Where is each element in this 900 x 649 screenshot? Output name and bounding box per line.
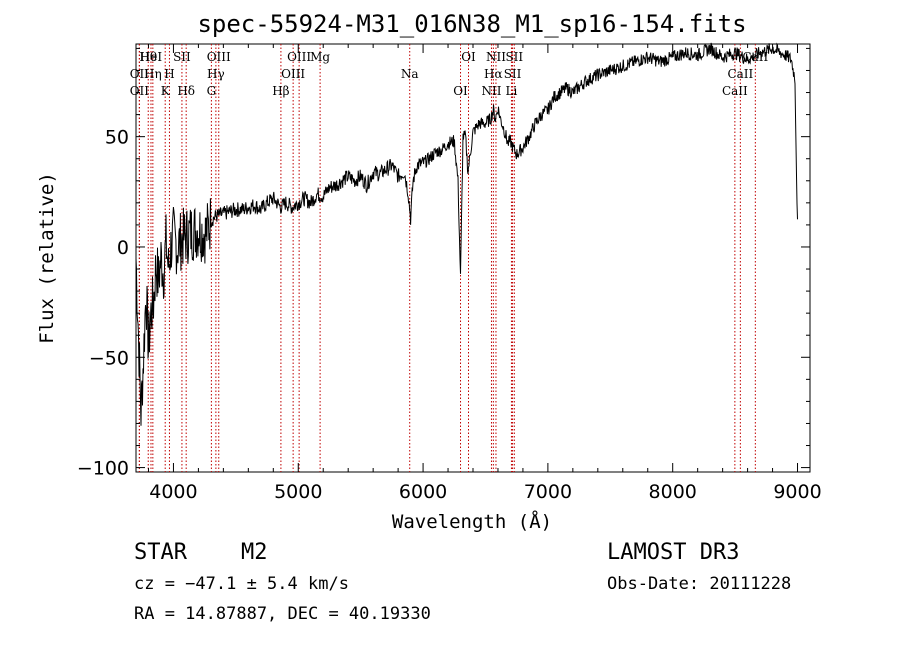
spectral-line-label: Na <box>401 67 419 81</box>
spectral-line-label: SII <box>173 50 191 64</box>
spectral-line-label: OI <box>453 84 468 98</box>
spectral-line-label: OII <box>130 84 150 98</box>
observation-date: Obs-Date: 20111228 <box>607 574 791 594</box>
ra-dec-coordinates: RA = 14.87887, DEC = 40.19330 <box>134 604 431 624</box>
spectral-line-label: SII <box>505 50 523 64</box>
x-tick-label: 4000 <box>149 481 197 503</box>
y-tick-label: −50 <box>89 347 129 369</box>
axis-ticks: 4000 5000 6000 7000 8000 9000 −100 −50 0 50 <box>77 44 822 503</box>
y-tick-label: 0 <box>117 237 129 259</box>
spectral-line-label: OIII <box>281 67 305 81</box>
spectral-line-label: Hδ <box>177 84 195 98</box>
spectral-line-label: OII <box>130 67 150 81</box>
spectrum-series-line <box>135 42 798 426</box>
x-tick-label: 7000 <box>524 481 572 503</box>
x-tick-label: 9000 <box>773 481 821 503</box>
spectral-line-label: OIII <box>287 50 311 64</box>
spectral-line-label: H <box>164 67 174 81</box>
x-axis-label: Wavelength (Å) <box>392 510 552 533</box>
y-tick-label: −100 <box>77 458 129 480</box>
spectral-line-label: Mg <box>310 50 330 64</box>
spectral-line-label: NII <box>486 50 506 64</box>
spectral-line-markers <box>138 44 756 472</box>
chart-title: spec-55924-M31_016N38_M1_sp16-154.fits <box>197 10 746 38</box>
spectral-line-label: Hη <box>144 67 162 81</box>
spectral-line-label: OIII <box>207 50 231 64</box>
spectral-line-label: Hα <box>484 67 503 81</box>
spectral-line-label: G <box>207 84 217 98</box>
spectral-line-labels: Hθ OII OII HeI Hη K SII HHδ OIII Hγ G OIII OIII Hβ Mg N… <box>130 50 769 98</box>
spectral-line-label: OI <box>461 50 476 64</box>
y-axis-label: Flux (relative) <box>36 172 58 344</box>
spectral-line-label: CaII <box>727 67 753 81</box>
x-tick-label: 5000 <box>274 481 322 503</box>
spectral-line-label: Hγ <box>207 67 225 81</box>
redshift-cz: cz = −47.1 ± 5.4 km/s <box>134 574 349 594</box>
spectral-line-label: Hβ <box>272 84 289 98</box>
plot-frame <box>135 43 811 473</box>
object-class: STAR <box>134 540 188 565</box>
spectral-line-label: SII <box>504 67 522 81</box>
object-subclass: M2 <box>241 540 268 565</box>
spectral-line-label: NII <box>481 84 501 98</box>
y-tick-label: 50 <box>105 127 129 149</box>
x-tick-label: 8000 <box>649 481 697 503</box>
survey-name: LAMOST DR3 <box>607 540 739 565</box>
spectral-line-label: CaII <box>722 84 748 98</box>
spectral-line-label: Hθ <box>139 50 157 64</box>
spectral-line-label: HeI <box>140 50 163 64</box>
spectral-line-label: Li <box>506 84 518 98</box>
spectral-line-label: K <box>161 84 171 98</box>
x-tick-label: 6000 <box>399 481 447 503</box>
